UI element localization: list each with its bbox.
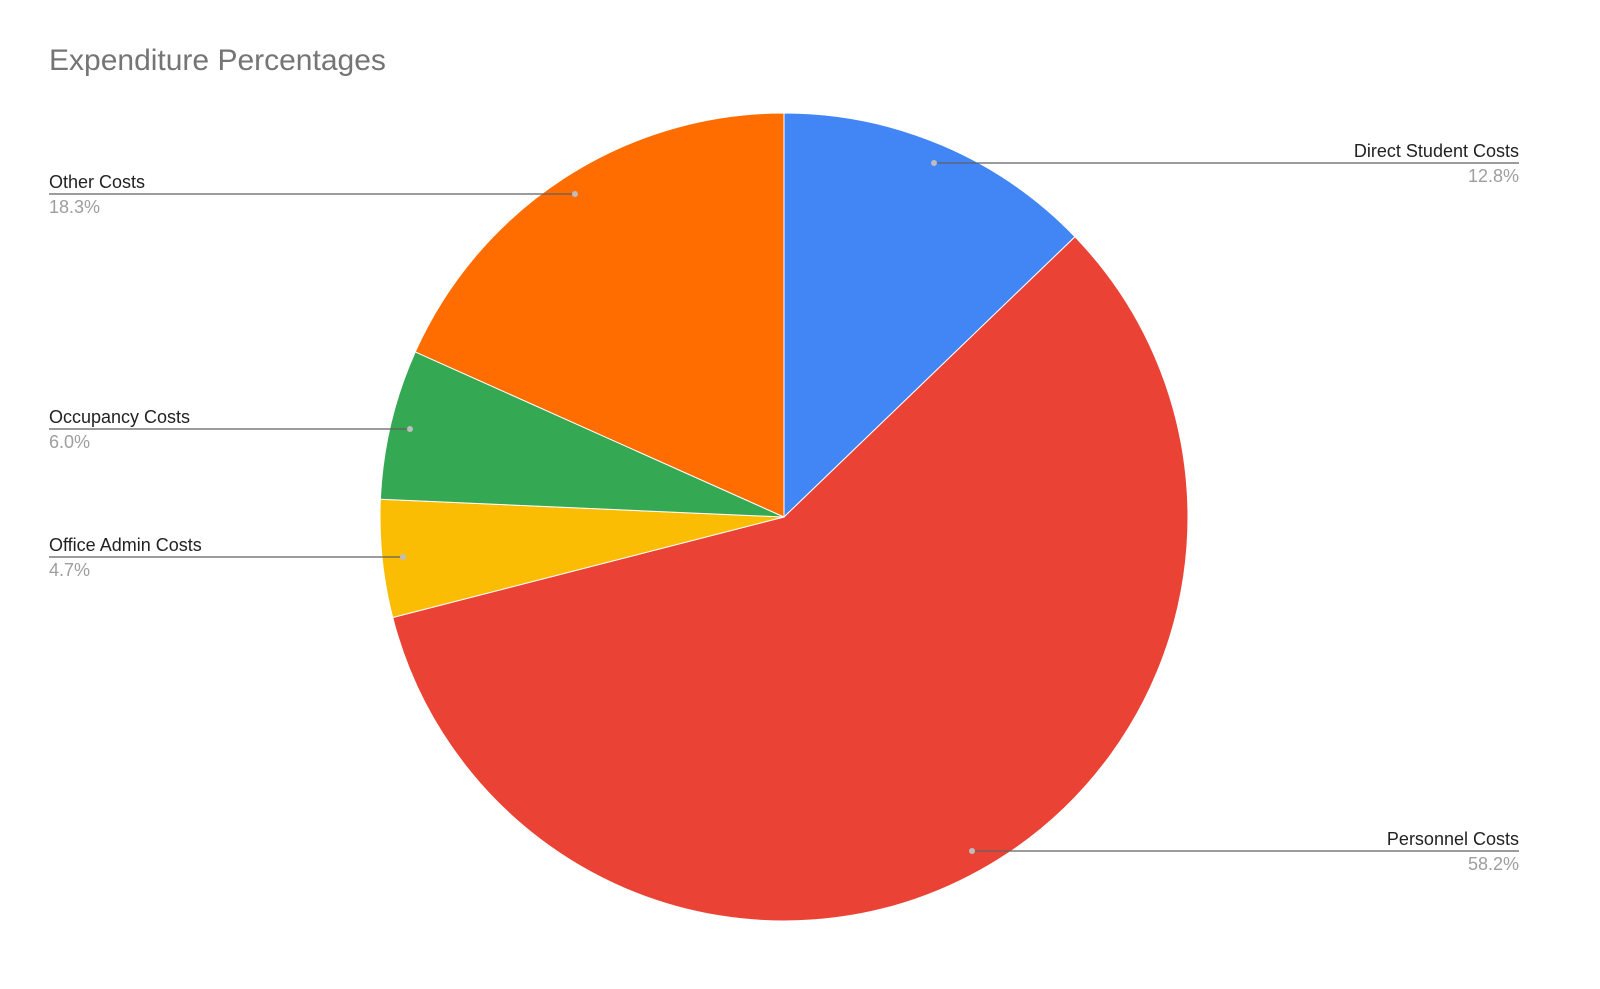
slice-value-personnel-costs: 58.2% (1468, 854, 1519, 874)
slice-label-other-costs: Other Costs (49, 172, 145, 192)
slice-label-office-admin-costs: Office Admin Costs (49, 535, 202, 555)
slice-label-direct-student-costs: Direct Student Costs (1354, 141, 1519, 161)
leader-dot-office-admin-costs (400, 554, 406, 560)
slice-label-occupancy-costs: Occupancy Costs (49, 407, 190, 427)
slice-value-direct-student-costs: 12.8% (1468, 166, 1519, 186)
slice-label-personnel-costs: Personnel Costs (1387, 829, 1519, 849)
pie-slice-personnel-costs (392, 236, 1189, 922)
pie-labels: Direct Student Costs 12.8% Personnel Costs… (49, 141, 1519, 874)
slice-value-office-admin-costs: 4.7% (49, 560, 90, 580)
pie-slice-direct-student-costs (783, 112, 1076, 519)
leader-dot-occupancy-costs (407, 426, 413, 432)
pie-slice-other-costs (414, 112, 785, 518)
pie-slice-occupancy-costs (379, 351, 785, 518)
slice-value-other-costs: 18.3% (49, 197, 100, 217)
leader-dot-other-costs (572, 191, 578, 197)
leader-dot-direct-student-costs (931, 160, 937, 166)
slice-value-occupancy-costs: 6.0% (49, 432, 90, 452)
pie-slices (379, 112, 1189, 922)
leader-dot-personnel-costs (969, 848, 975, 854)
chart-title: Expenditure Percentages (49, 44, 386, 77)
